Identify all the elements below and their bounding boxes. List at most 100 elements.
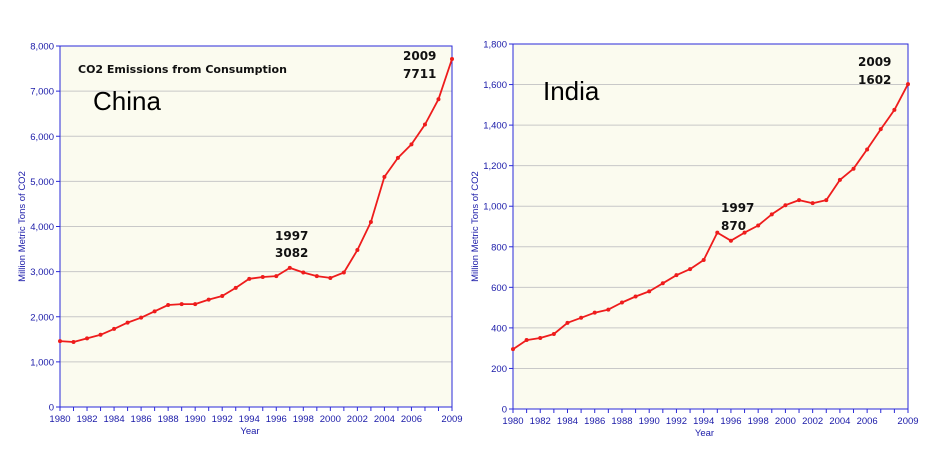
india-y-tick-label: 1,800 <box>483 40 507 51</box>
china-data-point <box>301 270 306 275</box>
india-data-point <box>551 331 556 336</box>
china-x-tick-label: 1994 <box>239 414 260 425</box>
india-x-tick-label: 1988 <box>611 416 632 427</box>
india-data-point <box>660 281 665 286</box>
china-y-tick-label: 2,000 <box>30 312 54 323</box>
india-data-point <box>633 294 638 299</box>
india-x-tick-label: 1980 <box>502 416 523 427</box>
india-y-tick-label: 200 <box>491 364 507 375</box>
india-data-point <box>810 201 815 206</box>
china-data-point <box>409 142 414 147</box>
india-data-point <box>592 310 597 315</box>
china-y-tick-label: 3,000 <box>30 267 54 278</box>
india-y-tick-label: 800 <box>491 242 507 253</box>
india-data-point <box>579 315 584 320</box>
china-annotation-year: 2009 <box>403 49 436 63</box>
china-data-point <box>179 302 184 307</box>
india-x-tick-label: 2004 <box>829 416 850 427</box>
china-x-axis-title: Year <box>240 426 259 437</box>
india-annotation-year: 2009 <box>858 55 891 69</box>
china-data-point <box>112 326 117 331</box>
china-data-point <box>233 285 238 290</box>
india-x-tick-label: 1986 <box>584 416 605 427</box>
india-x-tick-label: 1998 <box>748 416 769 427</box>
india-data-point <box>797 198 802 203</box>
china-y-tick-label: 4,000 <box>30 222 54 233</box>
india-y-tick-label: 0 <box>502 405 507 416</box>
india-chart: 0 200 400 600 800 1,000 1,200 1,400 1,600 1,800 19… <box>470 40 919 440</box>
china-data-point <box>152 309 157 314</box>
india-data-point <box>837 177 842 182</box>
china-series-line <box>59 58 453 343</box>
india-x-tick-label: 2009 <box>897 416 918 427</box>
china-x-tick-label: 2009 <box>441 414 462 425</box>
india-x-axis-title: Year <box>695 428 714 439</box>
china-data-point <box>450 57 454 62</box>
india-data-point <box>565 320 570 325</box>
india-annotation-year: 1997 <box>721 201 754 215</box>
china-x-tick-label: 2000 <box>320 414 341 425</box>
china-data-point <box>98 332 103 337</box>
india-data-point <box>878 127 883 132</box>
china-data-point <box>85 336 90 341</box>
china-x-tick-label: 1980 <box>49 414 70 425</box>
china-y-tick-label: 8,000 <box>30 42 54 53</box>
india-data-point <box>742 230 747 235</box>
china-data-point <box>71 340 76 345</box>
china-plot-frame <box>59 45 453 408</box>
china-annotation-year: 1997 <box>275 229 308 243</box>
china-x-tick-label: 2004 <box>374 414 395 425</box>
china-data-point <box>355 247 360 252</box>
china-data-point <box>139 315 144 320</box>
india-y-tick-label: 1,200 <box>483 161 507 172</box>
india-data-point <box>647 289 652 294</box>
china-x-tick-label: 1998 <box>293 414 314 425</box>
china-annotation-value: 7711 <box>403 67 436 81</box>
china-y-tick-label: 0 <box>49 403 54 414</box>
china-data-point <box>125 320 130 325</box>
india-data-point <box>892 107 897 112</box>
india-x-tick-label: 2002 <box>802 416 823 427</box>
india-data-point <box>688 267 693 272</box>
china-data-point <box>220 293 225 298</box>
india-x-tick-label: 1982 <box>530 416 551 427</box>
china-x-tick-label: 2006 <box>401 414 422 425</box>
india-x-tick-label: 1984 <box>557 416 578 427</box>
india-data-point <box>715 230 720 235</box>
china-x-tick-label: 1992 <box>212 414 233 425</box>
india-plot-frame <box>512 43 909 410</box>
india-country-label: India <box>543 76 600 106</box>
india-x-tick-label: 2006 <box>857 416 878 427</box>
china-x-tick-label: 1982 <box>76 414 97 425</box>
china-x-tick-label: 1990 <box>185 414 206 425</box>
india-x-tick-label: 1996 <box>720 416 741 427</box>
china-annotation-value: 3082 <box>275 246 308 260</box>
china-data-point <box>247 276 252 281</box>
india-y-tick-label: 400 <box>491 323 507 334</box>
india-x-tick-label: 1992 <box>666 416 687 427</box>
india-plot-area <box>513 44 908 409</box>
china-x-tick-label: 1986 <box>131 414 152 425</box>
india-data-point <box>865 147 870 152</box>
india-x-tick-label: 1994 <box>693 416 714 427</box>
india-y-tick-label: 1,000 <box>483 202 507 213</box>
china-x-tick-label: 1996 <box>266 414 287 425</box>
india-y-tick-label: 1,600 <box>483 80 507 91</box>
china-data-point <box>260 275 265 280</box>
china-data-point <box>287 265 292 270</box>
india-data-point <box>756 223 761 228</box>
china-x-tick-label: 1984 <box>103 414 124 425</box>
india-data-point <box>728 238 733 243</box>
india-data-point <box>851 166 856 171</box>
china-data-point <box>274 274 279 279</box>
china-data-point <box>58 339 62 344</box>
china-y-tick-label: 5,000 <box>30 177 54 188</box>
india-data-point <box>824 198 829 203</box>
india-y-axis-title: Million Metric Tons of CO2 <box>470 171 481 282</box>
china-y-tick-label: 6,000 <box>30 132 54 143</box>
india-data-point <box>906 82 910 87</box>
china-data-point <box>382 174 387 179</box>
china-y-tick-label: 7,000 <box>30 87 54 98</box>
china-chart: 0 1,000 2,000 3,000 4,000 5,000 6,000 7,000 8,00… <box>17 42 463 438</box>
india-x-tick-label: 2000 <box>775 416 796 427</box>
